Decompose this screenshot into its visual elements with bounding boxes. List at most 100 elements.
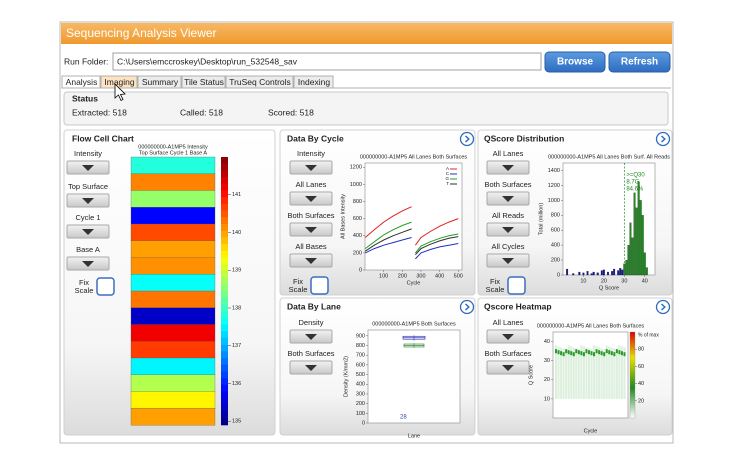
panel-expand-button[interactable] bbox=[655, 131, 671, 147]
colorbar-tick-label: 141 bbox=[232, 192, 241, 198]
colorbar-cell bbox=[221, 411, 228, 419]
colorbar-cell bbox=[221, 170, 228, 178]
y-tick-label: 200 bbox=[353, 250, 362, 256]
chart-subtitle: Top Surface Cycle 1 Base A bbox=[139, 150, 208, 156]
colorbar-cell bbox=[221, 324, 228, 332]
fix-scale-label: Fix Scale bbox=[289, 277, 308, 294]
heatmap-column bbox=[603, 349, 606, 399]
panel-expand-button[interactable] bbox=[459, 299, 475, 315]
chart-title: 000000000-A1MP5 Both Surfaces bbox=[372, 321, 456, 327]
tab-background bbox=[61, 75, 101, 89]
heatmap-column bbox=[570, 346, 573, 399]
tab-background bbox=[293, 75, 334, 89]
heatmap-peak bbox=[580, 351, 583, 356]
browse-button[interactable]: Browse bbox=[544, 51, 606, 73]
dropdown[interactable] bbox=[289, 253, 333, 268]
colorbar-tick-label: 137 bbox=[232, 343, 241, 349]
heatmap-peak bbox=[618, 350, 621, 355]
colorbar-tick-label: 40 bbox=[638, 381, 644, 387]
heatmap-peak bbox=[600, 351, 603, 356]
dropdown[interactable] bbox=[289, 329, 333, 344]
y-tick-label: 300 bbox=[356, 391, 365, 397]
run-folder-input[interactable] bbox=[112, 52, 542, 71]
colorbar-cell bbox=[221, 311, 228, 319]
tab[interactable]: TruSeq Controls bbox=[225, 75, 294, 89]
plot-area bbox=[364, 162, 463, 271]
bar bbox=[582, 272, 585, 276]
dropdown-arrow bbox=[502, 165, 514, 171]
fix-scale-label: Fix Scale bbox=[486, 277, 505, 294]
dropdown-arrow bbox=[502, 227, 514, 233]
threshold-annotation: 84.6% bbox=[626, 187, 644, 193]
dropdown[interactable] bbox=[289, 222, 333, 237]
dropdown[interactable] bbox=[66, 160, 110, 175]
tile bbox=[130, 190, 216, 208]
colorbar-cell bbox=[221, 418, 228, 426]
dropdown[interactable] bbox=[486, 360, 530, 375]
bar bbox=[596, 272, 599, 276]
colorbar-cell bbox=[221, 157, 228, 164]
dropdown[interactable] bbox=[289, 360, 333, 375]
refresh-button[interactable]: Refresh bbox=[608, 51, 671, 73]
colorbar-cell bbox=[221, 337, 228, 345]
dropdown[interactable] bbox=[486, 329, 530, 344]
tab-label: TruSeq Controls bbox=[229, 77, 291, 87]
x-tick-label: 100 bbox=[379, 273, 388, 279]
x-tick-label: 40 bbox=[642, 278, 648, 284]
dropdown-arrow bbox=[502, 365, 514, 371]
fix-scale-label: Fix Scale bbox=[75, 278, 94, 295]
bar bbox=[566, 268, 569, 276]
control-label: Base A bbox=[76, 245, 100, 254]
heatmap-column bbox=[575, 348, 578, 399]
dropdown[interactable] bbox=[66, 224, 110, 239]
colorbar-cell bbox=[221, 398, 228, 406]
dropdown[interactable] bbox=[66, 256, 110, 271]
colorbar-cell bbox=[221, 270, 228, 278]
x-tick-label: 20 bbox=[601, 278, 607, 284]
bar bbox=[592, 271, 595, 276]
y-tick-label: 0 bbox=[362, 420, 365, 426]
status-title: Status bbox=[72, 93, 98, 103]
y-axis-label: Q Score bbox=[528, 365, 534, 385]
status-box bbox=[63, 91, 669, 126]
colorbar-tick-label: 135 bbox=[232, 419, 241, 425]
dropdown[interactable] bbox=[486, 160, 530, 175]
tab[interactable]: Summary bbox=[137, 75, 182, 89]
panel-expand-button[interactable] bbox=[459, 131, 475, 147]
colorbar-cell bbox=[221, 391, 228, 399]
dropdown[interactable] bbox=[486, 222, 530, 237]
y-tick-label: 900 bbox=[356, 333, 365, 339]
y-tick-label: 400 bbox=[356, 382, 365, 388]
dropdown[interactable] bbox=[66, 193, 110, 208]
heatmap-column bbox=[608, 346, 611, 399]
tab[interactable]: Tile Status bbox=[181, 75, 226, 89]
colorbar-cell bbox=[221, 203, 228, 211]
bar bbox=[633, 192, 636, 276]
x-axis-label: Lane bbox=[408, 433, 420, 439]
dropdown[interactable] bbox=[486, 253, 530, 268]
y-tick-label: 30 bbox=[544, 358, 550, 364]
fix-scale-checkbox[interactable] bbox=[310, 276, 329, 295]
heatmap-column bbox=[615, 349, 618, 399]
dropdown[interactable] bbox=[289, 191, 333, 206]
y-tick-label: 800 bbox=[356, 343, 365, 349]
x-tick-label: 300 bbox=[416, 273, 425, 279]
dropdown[interactable] bbox=[289, 160, 333, 175]
heatmap-column bbox=[577, 349, 580, 399]
bar bbox=[625, 259, 628, 276]
fix-scale-checkbox[interactable] bbox=[507, 276, 526, 295]
dropdown[interactable] bbox=[486, 191, 530, 206]
plot-area bbox=[562, 162, 656, 276]
control-label: Intensity bbox=[297, 149, 325, 158]
control-label: Both Surfaces bbox=[287, 349, 334, 358]
fix-scale-checkbox[interactable] bbox=[96, 277, 115, 296]
panel-expand-button[interactable] bbox=[655, 299, 671, 315]
heatmap-column bbox=[580, 345, 583, 399]
tab[interactable]: Indexing bbox=[293, 75, 334, 89]
chart-title: 000000000-A1MP5 All Lanes Both Surfaces bbox=[537, 323, 645, 329]
tab[interactable]: Analysis bbox=[61, 75, 101, 89]
bar bbox=[600, 270, 603, 276]
heatmap-peak bbox=[572, 352, 575, 357]
colorbar-tick-label: 60 bbox=[638, 364, 644, 370]
tab[interactable]: Imaging bbox=[100, 75, 138, 89]
